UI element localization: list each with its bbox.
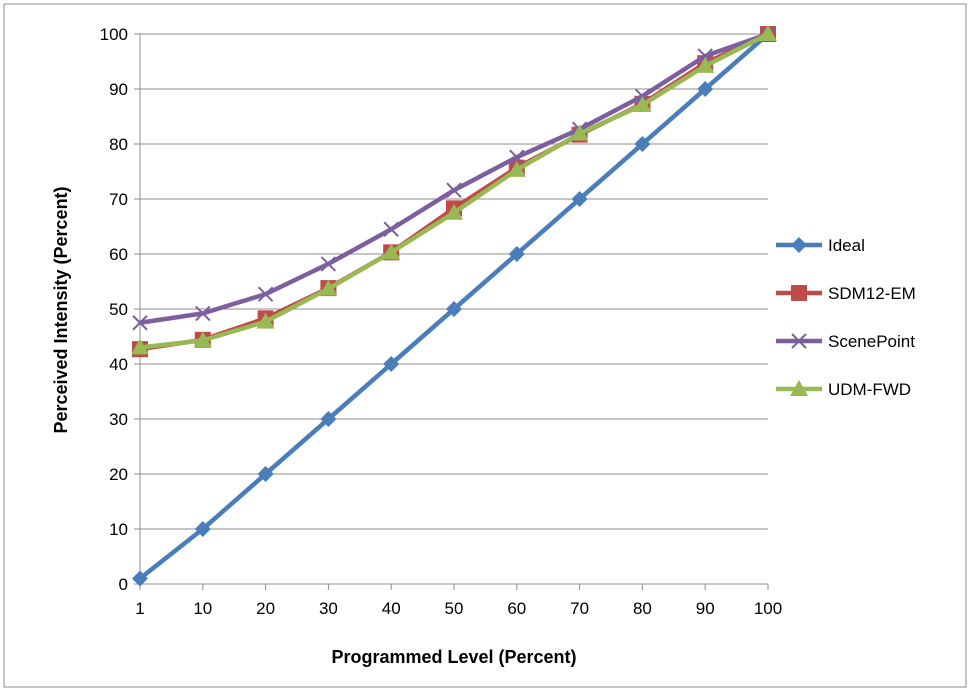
y-tick-label: 40 [109, 355, 128, 374]
x-tick-label: 30 [319, 599, 338, 618]
x-tick-label: 100 [754, 599, 782, 618]
x-tick-label: 60 [507, 599, 526, 618]
data-point [320, 411, 337, 427]
data-point [256, 312, 275, 329]
data-point [697, 81, 714, 97]
legend-marker [790, 380, 808, 396]
x-tick-label: 50 [445, 599, 464, 618]
legend-label: SDM12-EM [828, 284, 916, 303]
y-tick-label: 70 [109, 190, 128, 209]
plot-series [131, 25, 777, 587]
legend-item: ScenePoint [776, 332, 915, 351]
legend-item: UDM-FWD [776, 380, 911, 399]
legend-marker [791, 237, 807, 253]
data-point [696, 56, 715, 73]
x-tick-label: 20 [256, 599, 275, 618]
data-point [193, 331, 212, 348]
data-point [509, 149, 525, 165]
series-ideal [132, 26, 776, 587]
gridlines [140, 33, 768, 530]
data-point [319, 279, 338, 296]
legend-item: SDM12-EM [776, 284, 916, 303]
data-point [320, 256, 337, 272]
series-udm-fwd [131, 25, 777, 355]
y-tick-label: 20 [109, 465, 128, 484]
y-tick-label: 100 [100, 25, 128, 44]
data-point [507, 160, 526, 177]
legend-marker [791, 285, 807, 301]
data-point [195, 305, 211, 322]
data-point [383, 221, 399, 237]
x-tick-label: 40 [382, 599, 401, 618]
data-point [383, 356, 400, 372]
data-point [759, 25, 777, 41]
legend: Ideal SDM12-EM ScenePoint UDM-FWD [776, 236, 916, 399]
data-point [382, 243, 401, 260]
x-tick-label: 80 [633, 599, 652, 618]
legend-label: UDM-FWD [828, 380, 911, 399]
data-point [194, 521, 211, 537]
data-point [132, 315, 148, 331]
x-tick-label: 70 [570, 599, 589, 618]
x-tick-label: 1 [135, 599, 144, 618]
y-tick-label: 0 [119, 575, 128, 594]
data-point [508, 246, 525, 262]
y-tick-label: 30 [109, 410, 128, 429]
data-point [445, 203, 463, 220]
y-tick-label: 50 [109, 300, 128, 319]
data-point [633, 95, 652, 112]
data-point [697, 48, 713, 64]
data-point [570, 124, 589, 141]
data-point [446, 301, 462, 317]
data-point [571, 191, 588, 207]
x-tick-label: 10 [193, 599, 212, 618]
data-point [634, 136, 651, 152]
data-point [257, 286, 274, 302]
y-tick-label: 60 [109, 245, 128, 264]
data-point [132, 570, 148, 587]
legend-marker [791, 333, 807, 349]
y-axis-title: Perceived Intensity (Percent) [51, 186, 71, 433]
data-point [131, 338, 149, 355]
x-axis-title: Programmed Level (Percent) [331, 647, 576, 667]
legend-label: ScenePoint [828, 332, 915, 351]
y-tick-label: 80 [109, 135, 128, 154]
y-tick-label: 90 [109, 80, 128, 99]
data-point [446, 182, 462, 198]
legend-label: Ideal [828, 236, 865, 255]
y-tick-label: 10 [109, 520, 128, 539]
legend-item: Ideal [776, 236, 865, 255]
x-tick-label: 90 [696, 599, 715, 618]
data-point [257, 466, 274, 482]
